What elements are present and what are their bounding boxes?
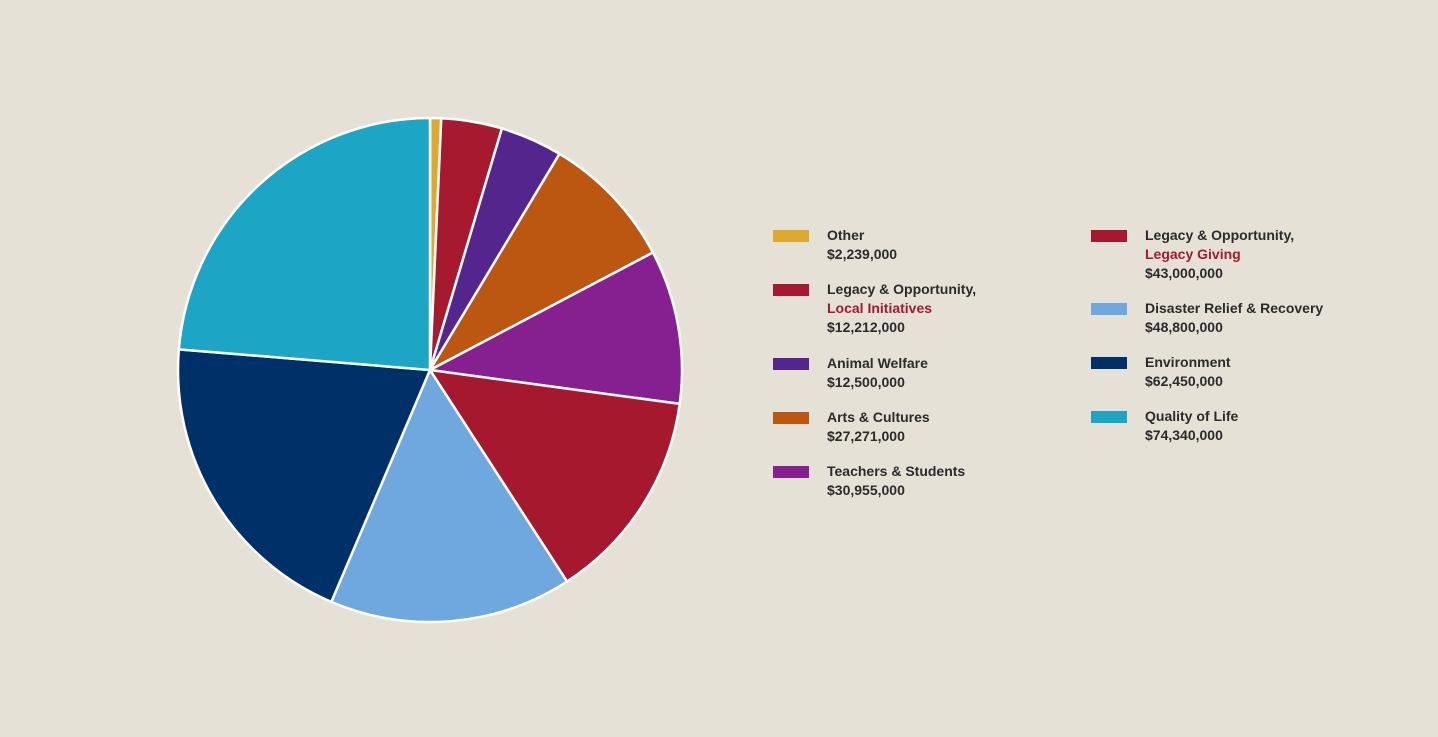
legend-swatch-other <box>773 230 809 242</box>
legend-label-legacy-local: Legacy & Opportunity, <box>827 281 977 297</box>
legend-subtitle-legacy-local: Local Initiatives <box>827 300 933 316</box>
pie-slice-legacy-giving <box>428 368 681 583</box>
legend-item-legacy-giving: Legacy & Opportunity, Legacy Giving $43,… <box>1091 226 1323 283</box>
legend-label-disaster-relief: Disaster Relief & Recovery <box>1145 300 1324 316</box>
pie-chart <box>176 116 684 624</box>
legend-label-environment: Environment <box>1145 354 1231 370</box>
pie-slice-disaster <box>330 368 569 624</box>
legend-item-quality-of-life: Quality of Life $74,340,000 <box>1091 407 1323 445</box>
legend-label-animal-welfare: Animal Welfare <box>827 355 928 371</box>
legend-swatch-arts-cultures <box>773 412 809 424</box>
legend-value-animal-welfare: $12,500,000 <box>827 374 905 390</box>
legend-column-left: Other $2,239,000 Legacy & Opportunity, L… <box>773 226 976 516</box>
legend-item-legacy-local: Legacy & Opportunity, Local Initiatives … <box>773 280 976 337</box>
pie-slice-teachers <box>428 251 684 406</box>
legend-item-disaster-relief: Disaster Relief & Recovery $48,800,000 <box>1091 299 1323 337</box>
legend-value-arts-cultures: $27,271,000 <box>827 428 905 444</box>
legend-value-quality-of-life: $74,340,000 <box>1145 427 1223 443</box>
legend-swatch-legacy-giving <box>1091 230 1127 242</box>
legend-swatch-legacy-local <box>773 284 809 296</box>
legend-swatch-teachers-students <box>773 466 809 478</box>
legend-swatch-disaster-relief <box>1091 303 1127 315</box>
legend-value-legacy-giving: $43,000,000 <box>1145 265 1223 281</box>
pie-slice-environment <box>176 348 432 604</box>
legend-value-environment: $62,450,000 <box>1145 373 1223 389</box>
legend-swatch-animal-welfare <box>773 358 809 370</box>
legend-value-legacy-local: $12,212,000 <box>827 319 905 335</box>
legend-item-teachers-students: Teachers & Students $30,955,000 <box>773 462 976 500</box>
legend-value-disaster-relief: $48,800,000 <box>1145 319 1223 335</box>
legend-label-legacy-giving: Legacy & Opportunity, <box>1145 227 1295 243</box>
legend-value-teachers-students: $30,955,000 <box>827 482 905 498</box>
legend-item-arts-cultures: Arts & Cultures $27,271,000 <box>773 408 976 446</box>
legend-label-arts-cultures: Arts & Cultures <box>827 409 930 425</box>
pie-slice-quality <box>177 116 432 372</box>
legend-column-right: Legacy & Opportunity, Legacy Giving $43,… <box>1091 226 1323 461</box>
legend-subtitle-legacy-giving: Legacy Giving <box>1145 246 1241 262</box>
legend-value-other: $2,239,000 <box>827 246 898 262</box>
legend-item-other: Other $2,239,000 <box>773 226 976 264</box>
legend-label-teachers-students: Teachers & Students <box>827 463 966 479</box>
legend-item-animal-welfare: Animal Welfare $12,500,000 <box>773 354 976 392</box>
legend-swatch-quality-of-life <box>1091 411 1127 423</box>
legend-item-environment: Environment $62,450,000 <box>1091 353 1323 391</box>
legend-label-quality-of-life: Quality of Life <box>1145 408 1239 424</box>
legend-swatch-environment <box>1091 357 1127 369</box>
legend-label-other: Other <box>827 227 865 243</box>
pie-slice-arts <box>428 152 655 372</box>
